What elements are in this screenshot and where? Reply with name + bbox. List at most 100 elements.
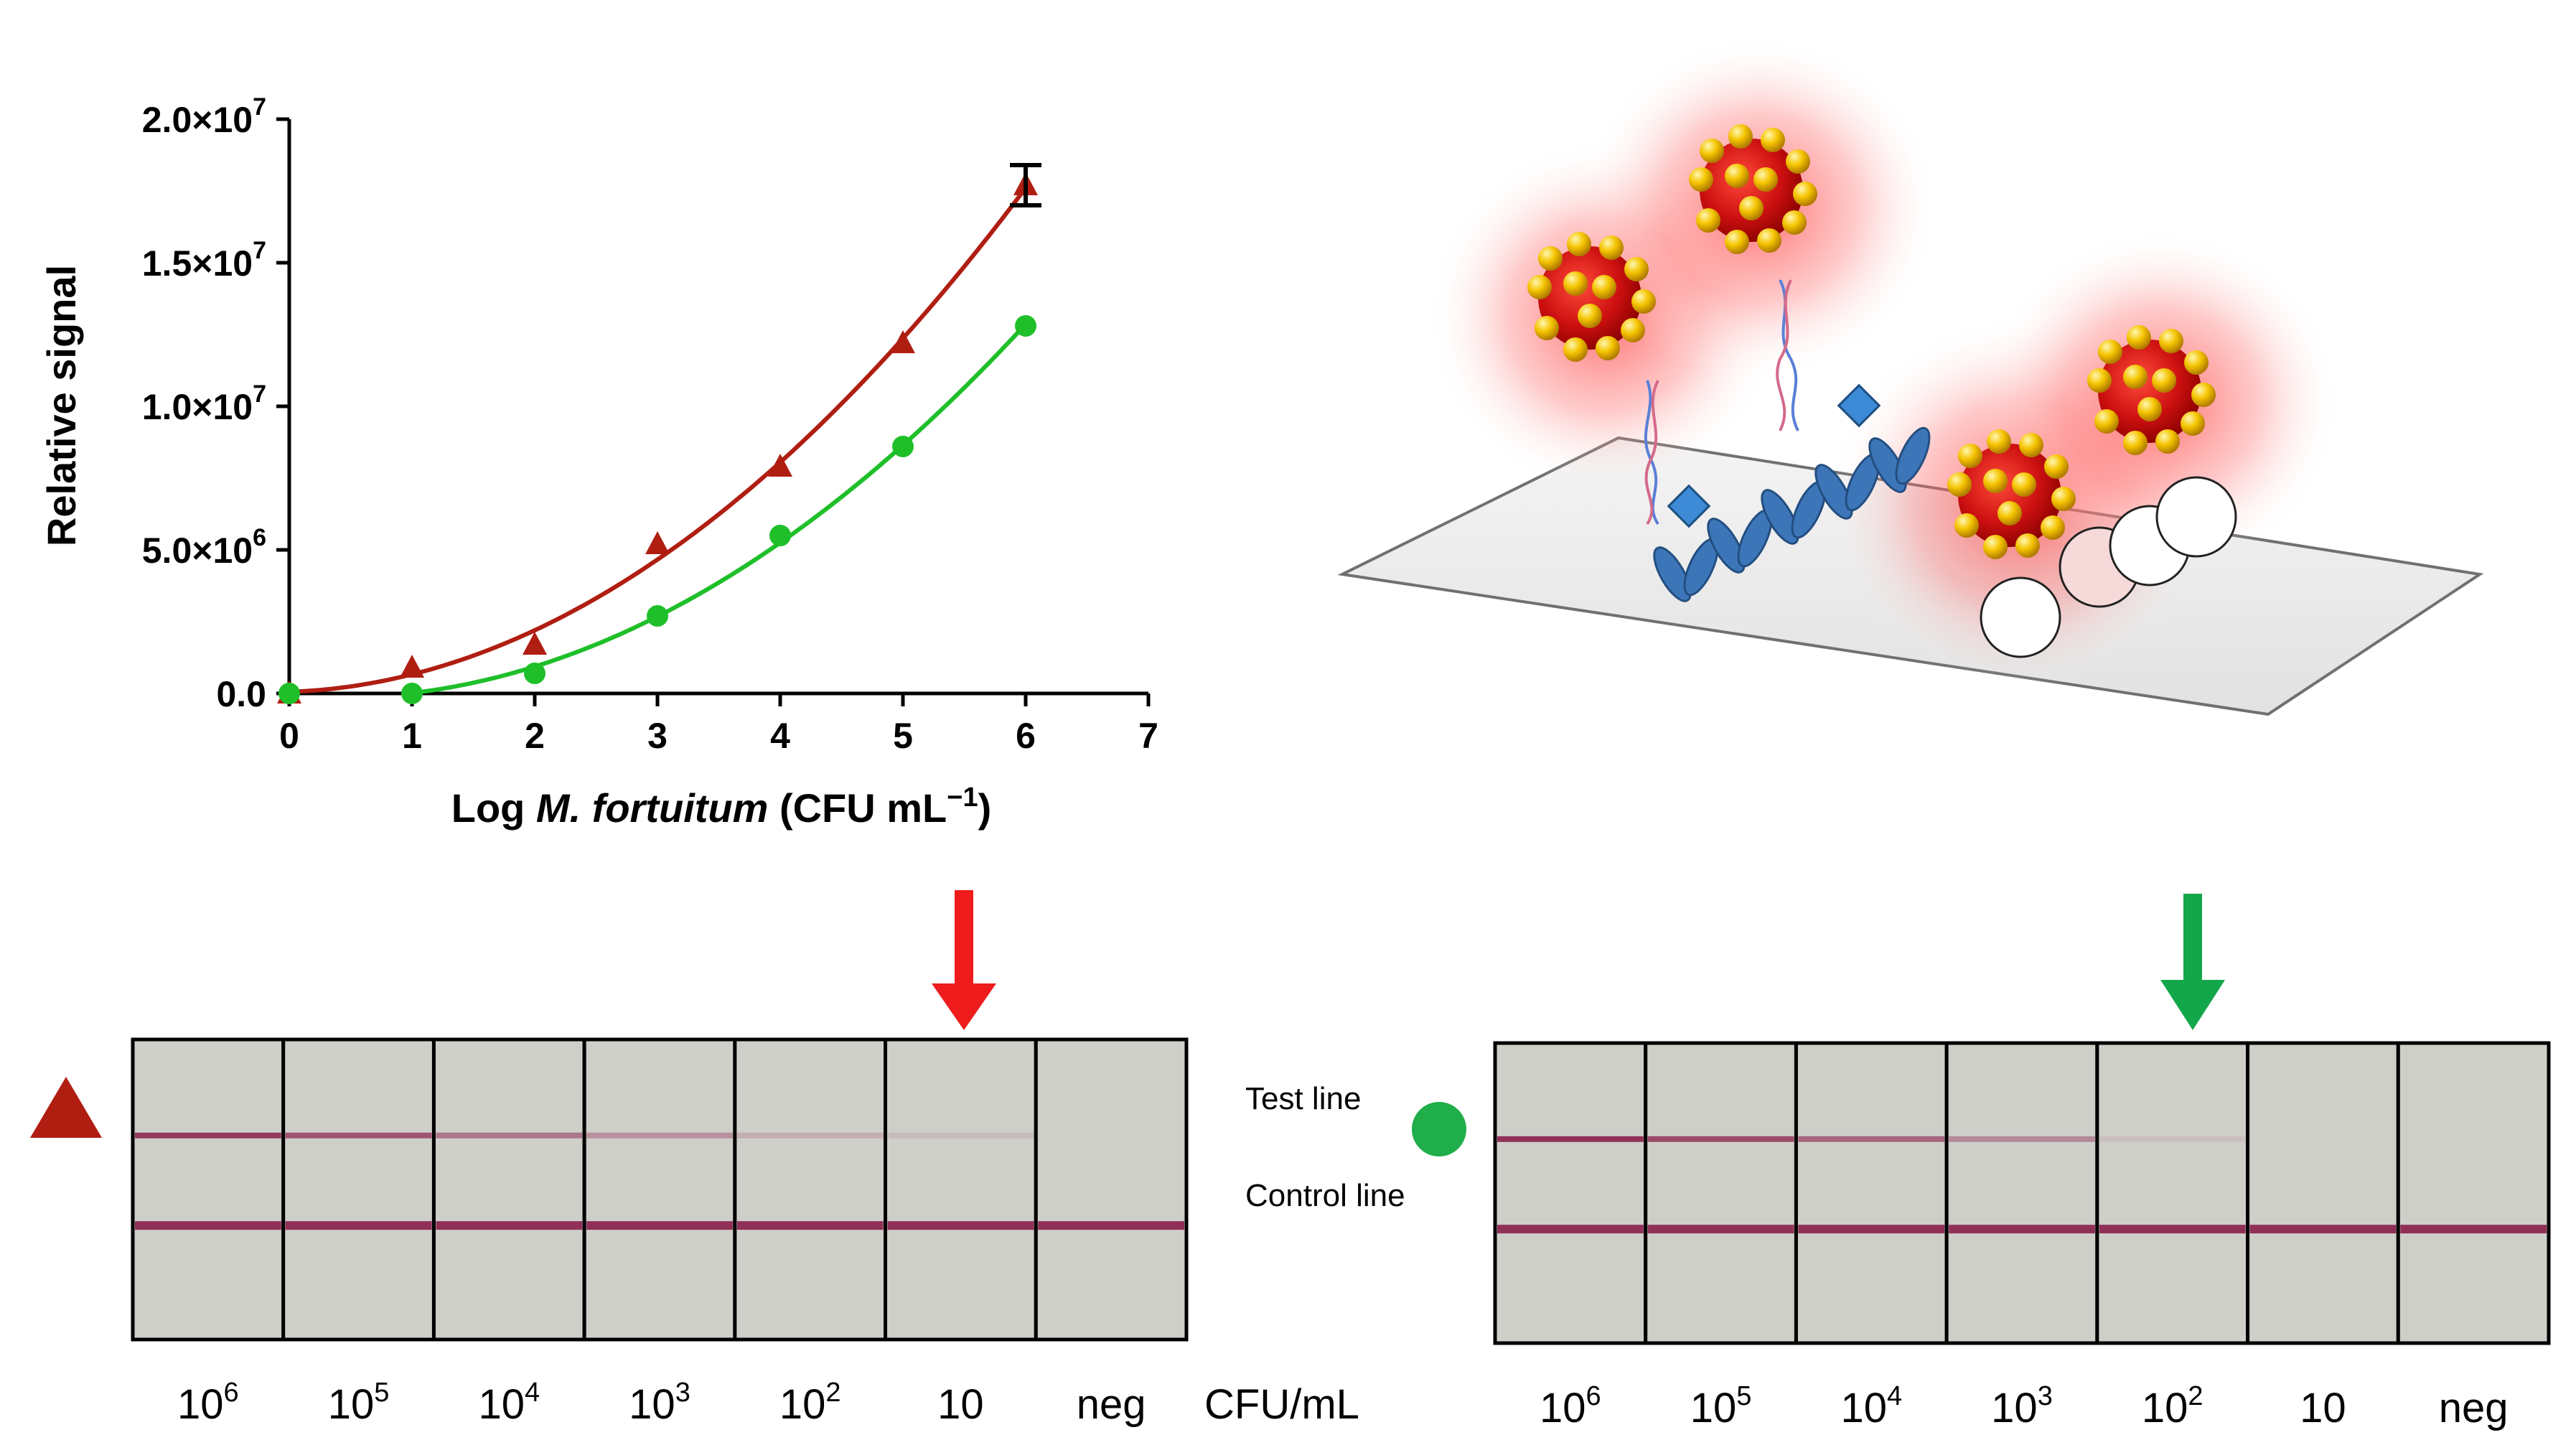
data-point-circle — [1015, 315, 1036, 337]
gold-nanoparticle — [2087, 325, 2216, 455]
error-bar — [1010, 163, 1041, 207]
control-line-band — [1949, 1225, 2095, 1234]
y-tick-label: 1.0×107 — [142, 380, 266, 427]
lane-concentration-label: 106 — [177, 1378, 239, 1428]
control-line-band — [2099, 1225, 2246, 1234]
gold-nanoparticle — [1527, 232, 1656, 362]
strip-lane: 102 — [2095, 1041, 2250, 1431]
dna-strands — [1644, 279, 1799, 525]
gold-nanoparticle — [1947, 429, 2076, 559]
test-line-label: Test line — [1245, 1081, 1361, 1116]
control-line-band — [285, 1221, 432, 1230]
strip-lane: neg — [2396, 1041, 2551, 1431]
gold-nanoparticle — [1689, 124, 1817, 254]
x-axis-label-unit-exponent: −1 — [947, 782, 978, 813]
lateral-flow-strip-set-right: 106 105 104 103 102 10 neg — [1493, 1041, 2551, 1431]
data-point-circle — [647, 605, 668, 627]
test-line-band — [1798, 1136, 1945, 1142]
control-line-band — [1497, 1225, 1644, 1234]
lane-concentration-label: 102 — [2142, 1381, 2203, 1431]
y-tick-label: 5.0×106 — [142, 524, 266, 571]
strip-lane: 103 — [582, 1037, 737, 1428]
y-tick-label: 2.0×107 — [142, 93, 266, 140]
data-point-circle — [769, 525, 791, 546]
control-line-band — [1798, 1225, 1945, 1234]
test-line-band — [736, 1132, 884, 1139]
control-line-label: Control line — [1245, 1178, 1405, 1213]
red-arrow — [932, 890, 996, 1030]
x-tick-label: 2 — [525, 716, 545, 756]
control-line-band — [887, 1221, 1034, 1230]
x-axis-label-species: M. fortuitum — [536, 785, 768, 831]
lane-concentration-label: 103 — [629, 1378, 690, 1428]
data-points — [277, 163, 1041, 704]
lane-concentration-label: 106 — [1540, 1381, 1601, 1431]
control-line-band — [436, 1221, 583, 1230]
control-line-band — [1038, 1221, 1184, 1230]
lane-concentration-label: 103 — [1991, 1381, 2053, 1431]
data-point-circle — [524, 663, 545, 684]
data-point-circle — [401, 683, 423, 704]
antigen-diamond — [1837, 383, 1881, 428]
data-point-triangle — [768, 454, 792, 477]
triangle-series-marker — [30, 1077, 102, 1138]
x-tick-label: 4 — [770, 716, 790, 756]
dendrimers — [1980, 476, 2237, 658]
lane-concentration-label: 102 — [779, 1378, 841, 1428]
strip-lane: 102 — [733, 1037, 888, 1428]
capture-antibodies — [1653, 426, 1931, 602]
control-line-band — [2249, 1225, 2397, 1234]
x-tick-label: 6 — [1016, 716, 1036, 756]
x-tick-label: 1 — [402, 716, 422, 756]
test-line-band — [1949, 1136, 2095, 1142]
test-line-band — [135, 1132, 281, 1139]
lateral-flow-strip-set-left: 106 105 104 103 102 10 neg CFU/mL — [131, 1037, 1359, 1428]
x-axis-label-unit: (CFU mL — [768, 785, 947, 831]
lane-concentration-label: neg — [1077, 1381, 1146, 1428]
x-axis-label-prefix: Log — [451, 785, 536, 831]
x-axis-label-close: ) — [978, 785, 992, 831]
data-point-triangle — [400, 655, 424, 678]
test-line-band — [285, 1132, 432, 1139]
control-line-band — [2400, 1225, 2547, 1234]
y-axis: 0.0 5.0×106 1.0×107 1.5×107 2.0×107 — [142, 93, 291, 714]
control-line-band — [736, 1221, 884, 1230]
data-point-triangle — [523, 632, 547, 655]
x-tick-label: 5 — [893, 716, 913, 756]
test-line-band — [2099, 1136, 2246, 1142]
test-line-band — [1647, 1136, 1794, 1142]
strip-lane: neg — [1034, 1037, 1189, 1428]
y-tick-label: 1.5×107 — [142, 237, 266, 284]
control-line-band — [1647, 1225, 1794, 1234]
test-line-band — [586, 1132, 733, 1139]
strip-lane: 105 — [1644, 1041, 1798, 1431]
data-point-triangle — [645, 531, 670, 554]
y-axis-label: Relative signal — [39, 265, 84, 546]
x-tick-label: 7 — [1138, 716, 1158, 756]
x-tick-label: 3 — [647, 716, 668, 756]
lane-concentration-label: 105 — [328, 1378, 390, 1428]
data-point-triangle — [891, 330, 915, 353]
data-point-circle — [892, 436, 914, 457]
green-arrow — [2160, 894, 2225, 1030]
x-axis: 0 1 2 3 4 5 6 7 — [279, 691, 1158, 756]
strip-lane: 104 — [431, 1037, 586, 1428]
x-tick-label: 0 — [279, 716, 299, 756]
strip-lane: 103 — [1944, 1041, 2099, 1431]
line-chart: 0.0 5.0×106 1.0×107 1.5×107 2.0×107 0 1 2 3 4 5 6 7… — [39, 93, 1158, 831]
strip-lane: 10 — [884, 1037, 1038, 1428]
x-axis-label: Log M. fortuitum (CFU mL−1) — [451, 782, 992, 831]
lane-concentration-label: 105 — [1690, 1381, 1752, 1431]
fit-curve-circle — [411, 322, 1028, 696]
strip-lane: 106 — [1493, 1041, 1648, 1431]
nanoparticle-clusters — [1527, 124, 2216, 559]
y-tick-label: 0.0 — [216, 674, 266, 714]
circle-series-marker — [1412, 1102, 1466, 1156]
data-point-circle — [278, 683, 300, 704]
concentration-unit-label: CFU/mL — [1204, 1381, 1359, 1428]
strip-lane: 10 — [2246, 1041, 2400, 1431]
strip-lane: 106 — [131, 1037, 286, 1428]
antigen-diamond — [1667, 484, 1711, 528]
test-line-band — [1497, 1136, 1644, 1142]
